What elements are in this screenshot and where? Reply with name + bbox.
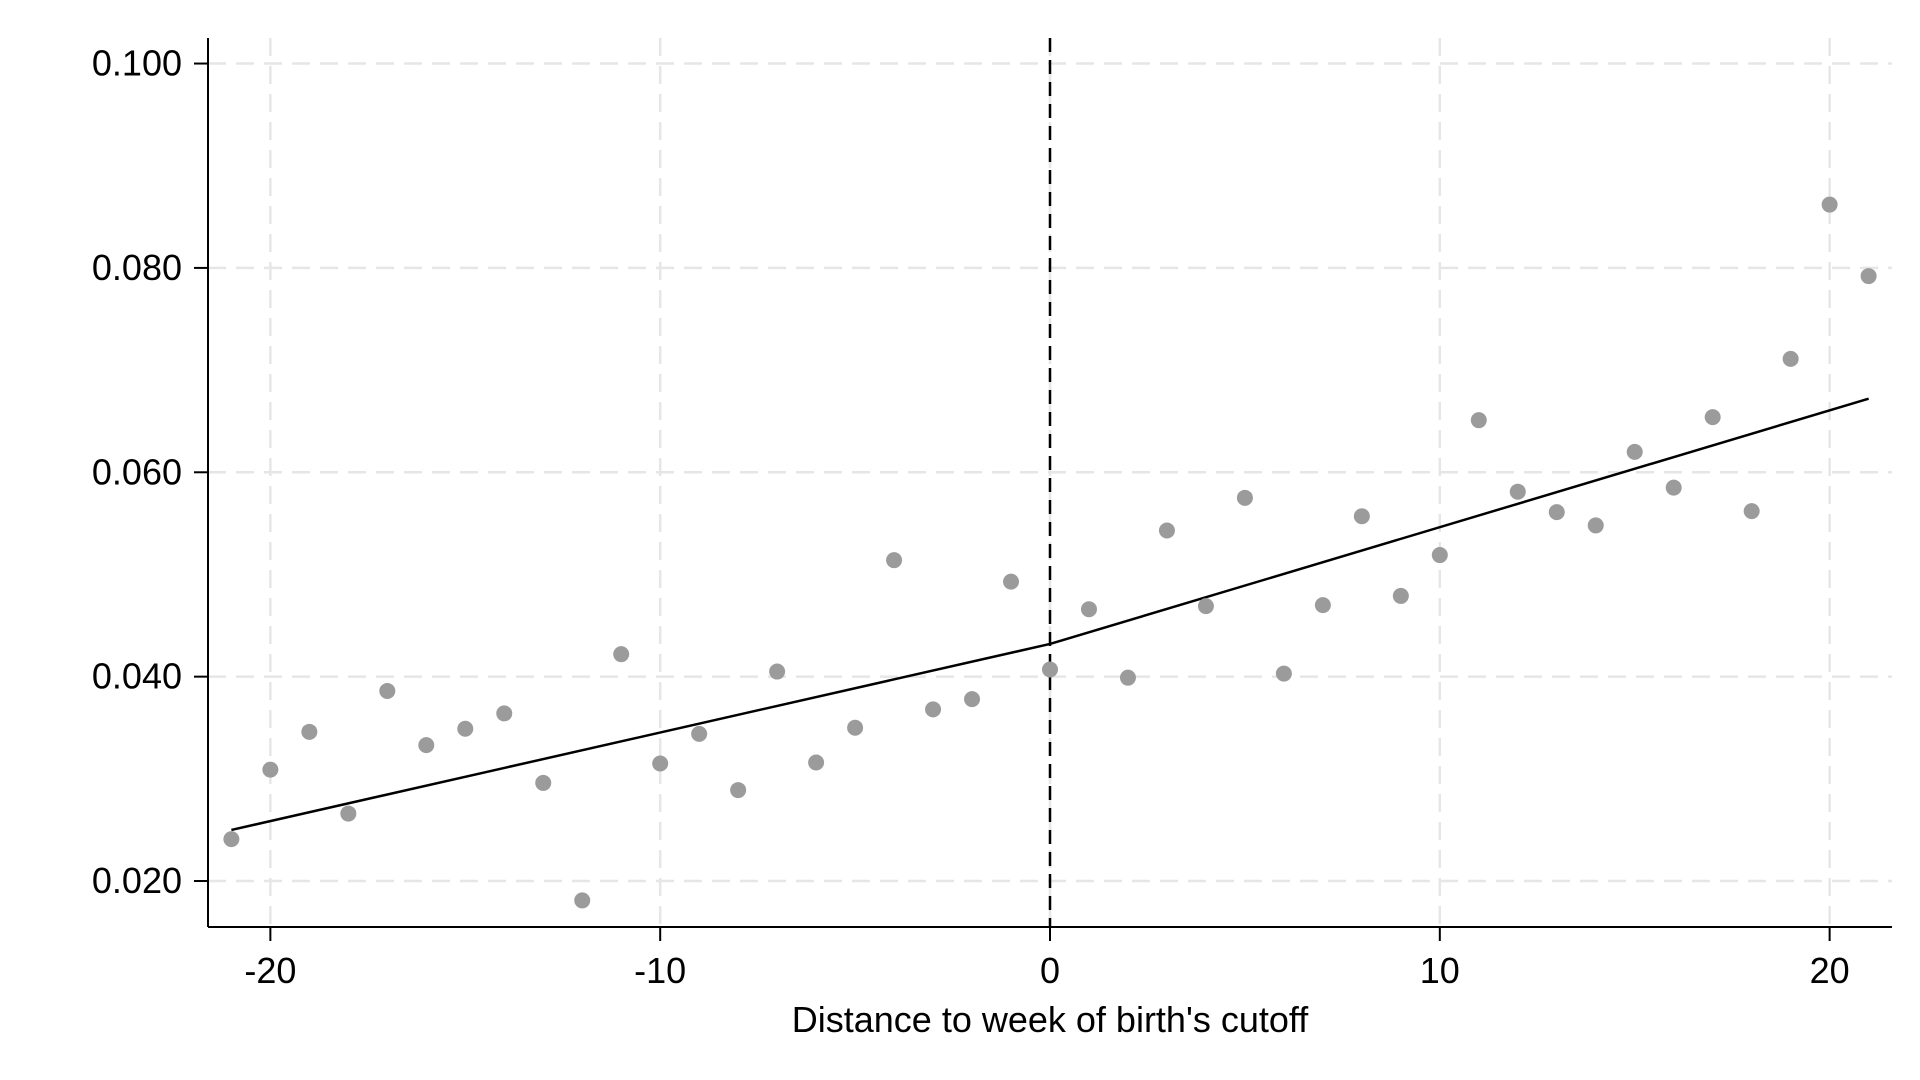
scatter-point xyxy=(808,754,825,771)
scatter-point xyxy=(418,737,435,754)
fit-line-right xyxy=(1049,397,1869,646)
ticks: -20 -10 0 10 20 0.020 0.040 0.060 0.080 0.100 xyxy=(92,43,1850,991)
scatter-point xyxy=(1587,517,1604,534)
scatter-point xyxy=(1782,350,1799,367)
scatter-point xyxy=(1821,196,1838,213)
scatter-point xyxy=(1704,409,1721,426)
scatter-point xyxy=(1003,573,1020,590)
scatter-point xyxy=(1314,597,1331,614)
scatter-point xyxy=(457,720,474,737)
y-tick-label: 0.040 xyxy=(92,656,182,697)
fit-lines xyxy=(231,397,1869,832)
scatter-point xyxy=(1236,489,1253,506)
scatter-point xyxy=(1353,508,1370,525)
scatter-points xyxy=(223,196,1877,909)
fit-line-left xyxy=(231,642,1051,832)
scatter-point xyxy=(535,774,552,791)
scatter-point xyxy=(691,725,708,742)
y-tick-label: 0.060 xyxy=(92,451,182,492)
scatter-point xyxy=(379,682,396,699)
scatter-point xyxy=(1197,598,1214,615)
scatter-point xyxy=(1626,443,1643,460)
scatter-point xyxy=(964,691,981,708)
y-tick-label: 0.020 xyxy=(92,860,182,901)
grid-lines xyxy=(208,38,1892,927)
scatter-point xyxy=(1080,601,1097,618)
scatter-point xyxy=(847,719,864,736)
scatter-point xyxy=(1431,547,1448,564)
scatter-point xyxy=(769,663,786,680)
scatter-point xyxy=(574,892,591,909)
scatter-point xyxy=(1665,479,1682,496)
x-axis-title: Distance to week of birth's cutoff xyxy=(792,999,1309,1040)
scatter-point xyxy=(223,831,240,848)
scatter-point xyxy=(1158,522,1175,539)
scatter-point xyxy=(613,646,630,663)
scatter-point xyxy=(652,755,669,772)
scatter-point xyxy=(1470,412,1487,429)
scatter-point xyxy=(1042,661,1058,678)
x-tick-label: -20 xyxy=(244,950,296,991)
scatter-point xyxy=(886,552,903,569)
x-tick-label: 10 xyxy=(1420,950,1460,991)
scatter-point xyxy=(1743,503,1760,520)
scatter-point xyxy=(1392,587,1409,604)
scatter-point xyxy=(1548,504,1565,521)
x-tick-label: -10 xyxy=(634,950,686,991)
y-tick-label: 0.100 xyxy=(92,43,182,84)
scatter-point xyxy=(1860,268,1877,285)
scatter-point xyxy=(1119,669,1136,686)
x-tick-label: 20 xyxy=(1810,950,1850,991)
scatter-point xyxy=(1275,665,1292,682)
y-tick-label: 0.080 xyxy=(92,247,182,288)
scatter-point xyxy=(301,723,318,740)
scatter-point xyxy=(1509,483,1526,500)
scatter-point xyxy=(496,705,513,722)
scatter-point xyxy=(925,701,942,718)
x-tick-label: 0 xyxy=(1040,950,1060,991)
scatter-point xyxy=(340,805,357,822)
scatter-point xyxy=(730,782,747,799)
scatter-point xyxy=(262,761,279,778)
